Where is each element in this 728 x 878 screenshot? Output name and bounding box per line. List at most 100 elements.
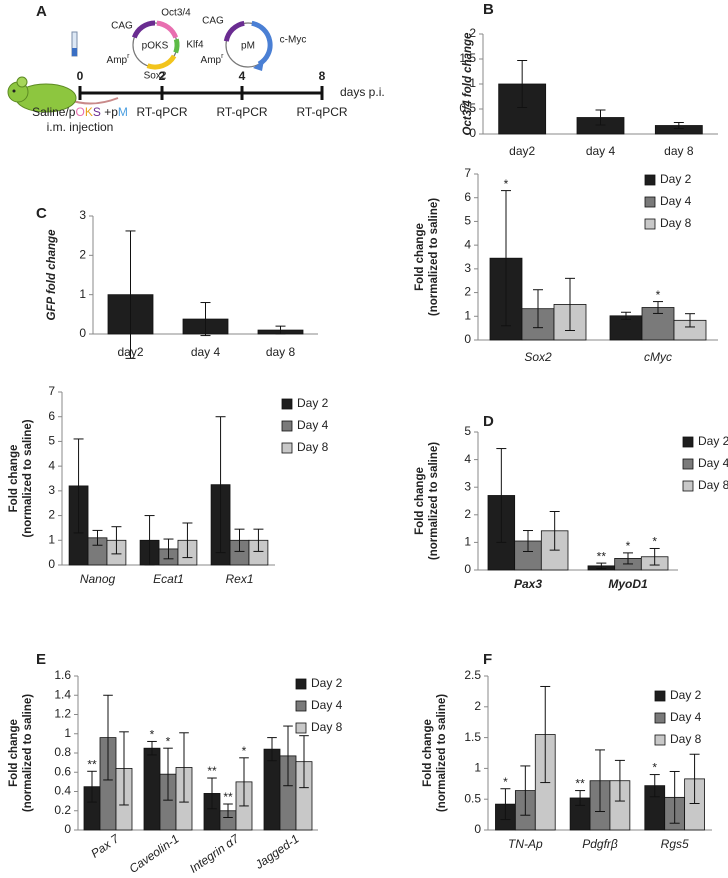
significance-label: * (242, 744, 247, 758)
error-bar (623, 552, 633, 565)
syringe-fluid (72, 48, 77, 56)
y-tick-label: 2 (474, 699, 481, 713)
y-tick-label: 3 (464, 261, 471, 275)
timeline-label: 2 (159, 69, 166, 83)
y-axis-label: (normalized to saline) (22, 694, 34, 812)
panel-label: F (483, 651, 492, 668)
x-tick-label: day 4 (586, 144, 616, 158)
gene-arrow (253, 60, 264, 71)
y-tick-label: 3 (464, 479, 471, 493)
y-tick-label: 3 (48, 483, 55, 497)
plasmid-name: pOKS (142, 41, 169, 52)
significance-label: ** (87, 757, 97, 771)
y-tick-label: 1 (48, 532, 55, 546)
y-tick-label: 2 (469, 26, 476, 40)
injection-note: i.m. injection (47, 120, 114, 134)
error-bar (207, 777, 217, 810)
y-tick-label: 5 (464, 214, 471, 228)
error-bar (87, 770, 97, 803)
plasmid-label: Sox2 (144, 71, 167, 82)
panel-label: E (36, 651, 46, 668)
mouse-ear (16, 76, 28, 88)
x-tick-label: Pdgfrβ (582, 837, 618, 851)
y-tick-label: 0 (469, 126, 476, 140)
legend-label: Day 8 (297, 440, 329, 454)
error-bar (111, 526, 122, 555)
gene-arc (173, 38, 180, 54)
x-tick-label: Pax 7 (88, 831, 122, 861)
y-tick-label: 3 (79, 208, 86, 222)
legend-swatch (682, 458, 694, 470)
error-bar (179, 732, 189, 803)
y-tick-label: 1 (469, 76, 476, 90)
error-bar (540, 685, 551, 784)
error-bar (523, 530, 533, 553)
error-bar (614, 759, 625, 802)
error-bar (500, 788, 511, 821)
y-axis-label: Fold change (8, 445, 20, 513)
error-bar (92, 529, 103, 546)
y-tick-label: 0.5 (464, 791, 481, 805)
significance-label: * (166, 734, 171, 748)
legend-swatch (682, 480, 694, 492)
legend-swatch (682, 436, 694, 448)
y-axis-label: Fold change (414, 467, 426, 535)
x-tick-label: Pax3 (514, 577, 542, 591)
error-bar (595, 109, 606, 126)
error-bar (653, 301, 663, 314)
legend-label: Day 8 (311, 720, 343, 734)
error-bar (649, 774, 660, 798)
legend-swatch (644, 218, 656, 230)
error-bar (533, 289, 543, 329)
y-tick-label: 1.6 (54, 668, 71, 682)
error-bar (501, 190, 511, 327)
mouse-tail (69, 97, 119, 105)
error-bar (621, 311, 631, 320)
significance-label: ** (223, 790, 233, 804)
y-tick-label: 2 (464, 285, 471, 299)
error-bar (595, 749, 605, 813)
chart: E Fold change (normalized to saline) 0 0.2 0.… (8, 651, 343, 876)
y-tick-label: 4 (48, 458, 55, 472)
legend-label: Day 2 (660, 172, 692, 186)
timeline-label: 8 (319, 69, 326, 83)
error-bar (689, 753, 700, 805)
legend-swatch (281, 398, 293, 410)
error-bar (267, 737, 277, 762)
legend-swatch (295, 722, 307, 734)
legend-label: Day 4 (698, 456, 728, 470)
y-tick-label: 0.5 (459, 101, 476, 115)
y-tick-label: 2 (48, 508, 55, 522)
promoter-arc (131, 20, 156, 39)
error-bar (215, 416, 226, 554)
x-tick-label: Nanog (80, 572, 116, 586)
significance-label: * (150, 728, 155, 742)
plasmid-label: Klf4 (186, 40, 204, 51)
gene-arc (156, 20, 179, 39)
timeline-unit: days p.i. (340, 85, 385, 99)
y-tick-label: 6 (464, 190, 471, 204)
legend-label: Day 2 (311, 676, 343, 690)
bar (143, 747, 161, 831)
y-tick-label: 4 (464, 237, 471, 251)
y-tick-label: 0 (48, 557, 55, 571)
significance-label: * (652, 535, 657, 549)
x-tick-label: cMyc (644, 350, 672, 364)
error-bar (163, 747, 173, 801)
y-tick-label: 2 (464, 507, 471, 521)
panel-label: B (483, 1, 494, 18)
y-tick-label: 1 (474, 761, 481, 775)
assay-label: RT-qPCR (216, 105, 267, 119)
error-bar (182, 522, 193, 559)
y-tick-label: 1.5 (459, 51, 476, 65)
error-bar (275, 325, 286, 335)
plasmid-label: Oct3/4 (161, 8, 191, 19)
chart: D Fold change (normalized to saline) 0 1 2 3 4 5… (414, 413, 728, 591)
x-tick-label: TN-Ap (508, 837, 543, 851)
legend-label: Day 8 (660, 216, 692, 230)
bar (263, 748, 281, 831)
legend-swatch (654, 712, 666, 724)
x-tick-label: day 4 (191, 345, 221, 359)
error-bar (549, 510, 560, 551)
